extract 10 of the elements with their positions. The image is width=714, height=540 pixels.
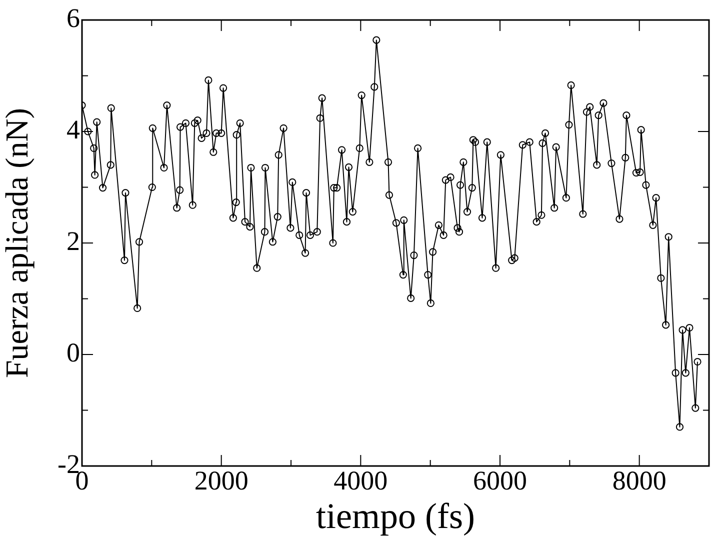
x-tick-label: 2000 (194, 465, 248, 496)
y-tick-label: 4 (66, 114, 80, 145)
y-axis-title: Fuerza aplicada (nN) (0, 108, 35, 378)
x-axis-title: tiempo (fs) (316, 496, 475, 536)
y-tick-label: 0 (66, 338, 80, 368)
y-tick-label: 2 (66, 226, 80, 256)
x-tick-label: 4000 (334, 465, 388, 496)
x-tick-label: 6000 (473, 465, 527, 496)
x-tick-label: 8000 (612, 465, 666, 496)
y-tick-label: 6 (66, 3, 80, 34)
